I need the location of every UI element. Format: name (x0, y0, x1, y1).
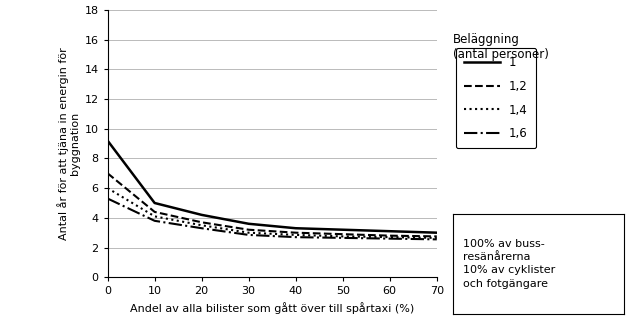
Text: Beläggning
(antal personer): Beläggning (antal personer) (453, 33, 548, 61)
Legend: 1, 1,2, 1,4, 1,6: 1, 1,2, 1,4, 1,6 (456, 48, 536, 148)
Text: 100% av buss-
resänårerna
10% av cyklister
och fotgängare: 100% av buss- resänårerna 10% av cyklist… (463, 239, 555, 289)
X-axis label: Andel av alla bilister som gått över till spårtaxi (%): Andel av alla bilister som gått över til… (130, 302, 415, 314)
Y-axis label: Antal år för att tjäna in energin för
byggnation: Antal år för att tjäna in energin för by… (57, 47, 80, 240)
